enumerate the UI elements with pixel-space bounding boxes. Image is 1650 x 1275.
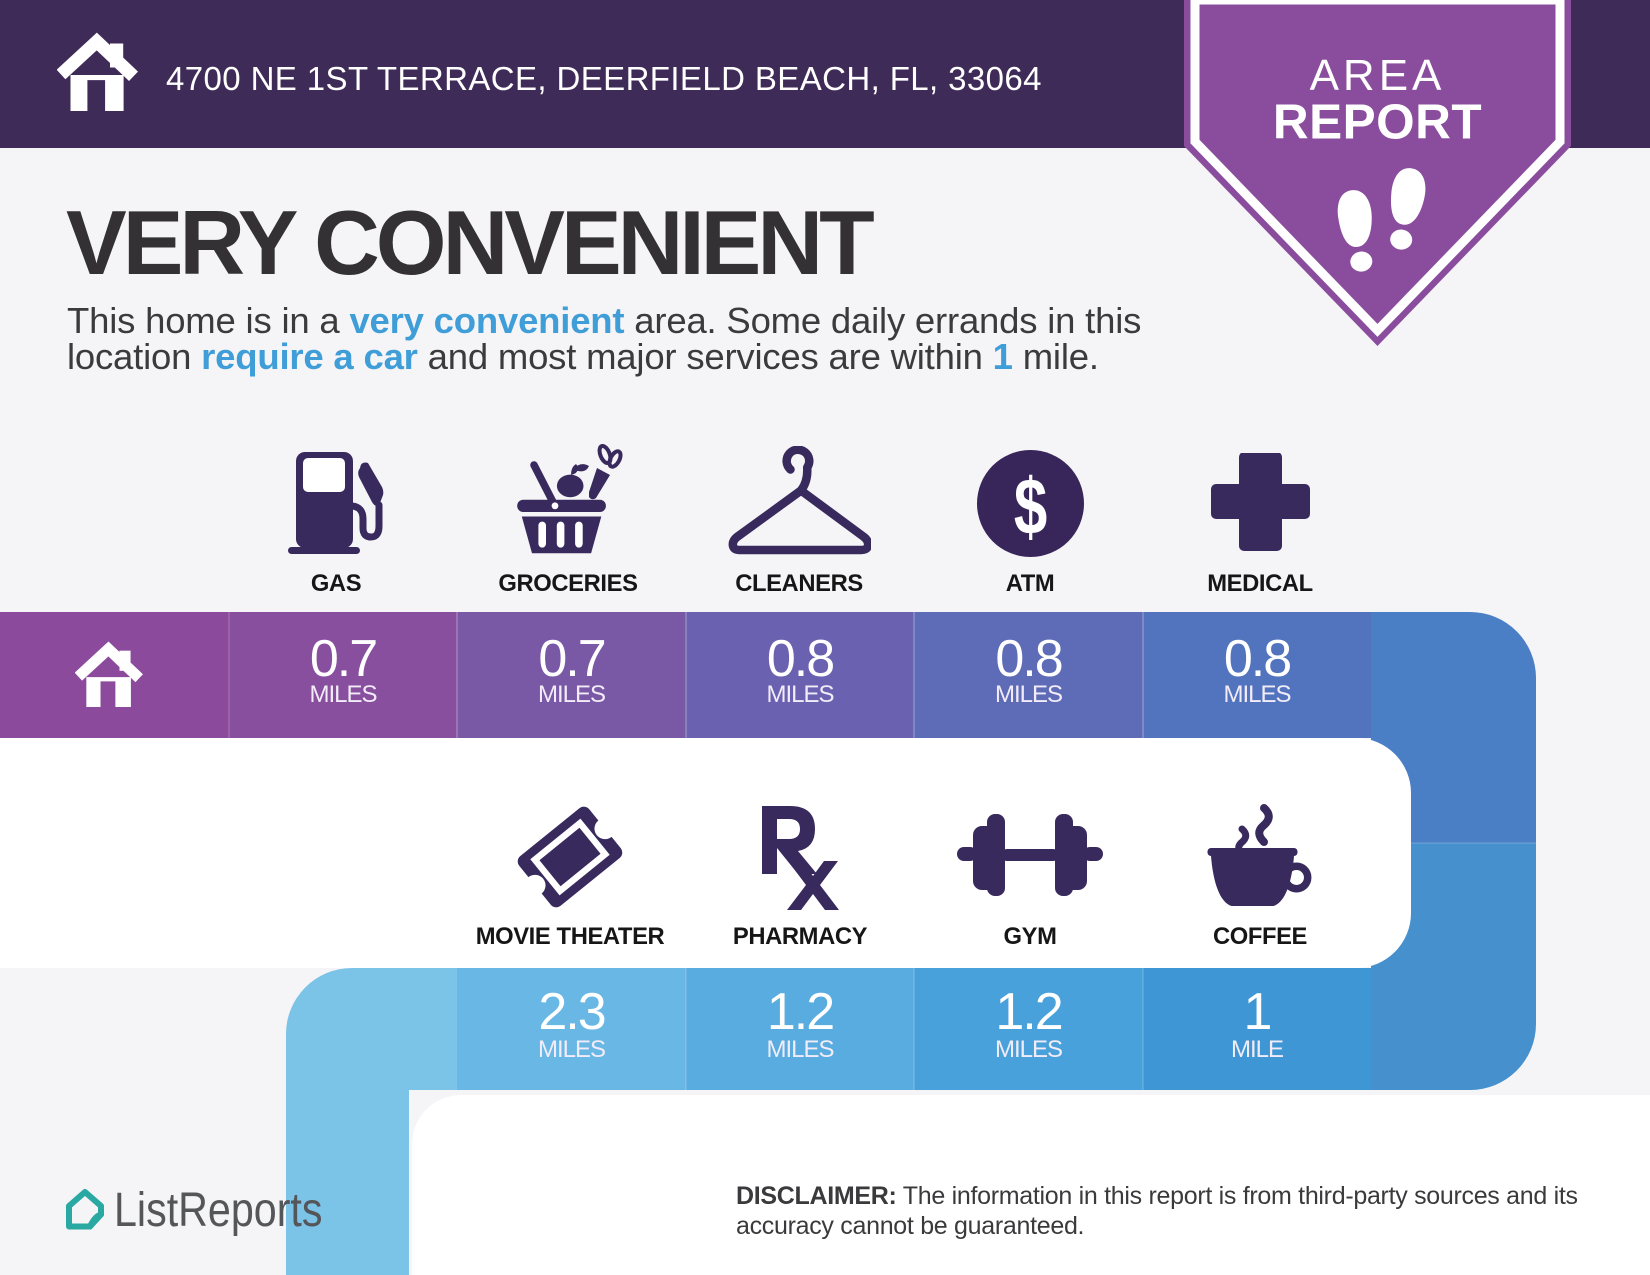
svg-text:REPORT: REPORT (1273, 95, 1482, 150)
svg-text:AREA: AREA (1310, 51, 1446, 100)
svg-text:$: $ (1014, 462, 1047, 551)
